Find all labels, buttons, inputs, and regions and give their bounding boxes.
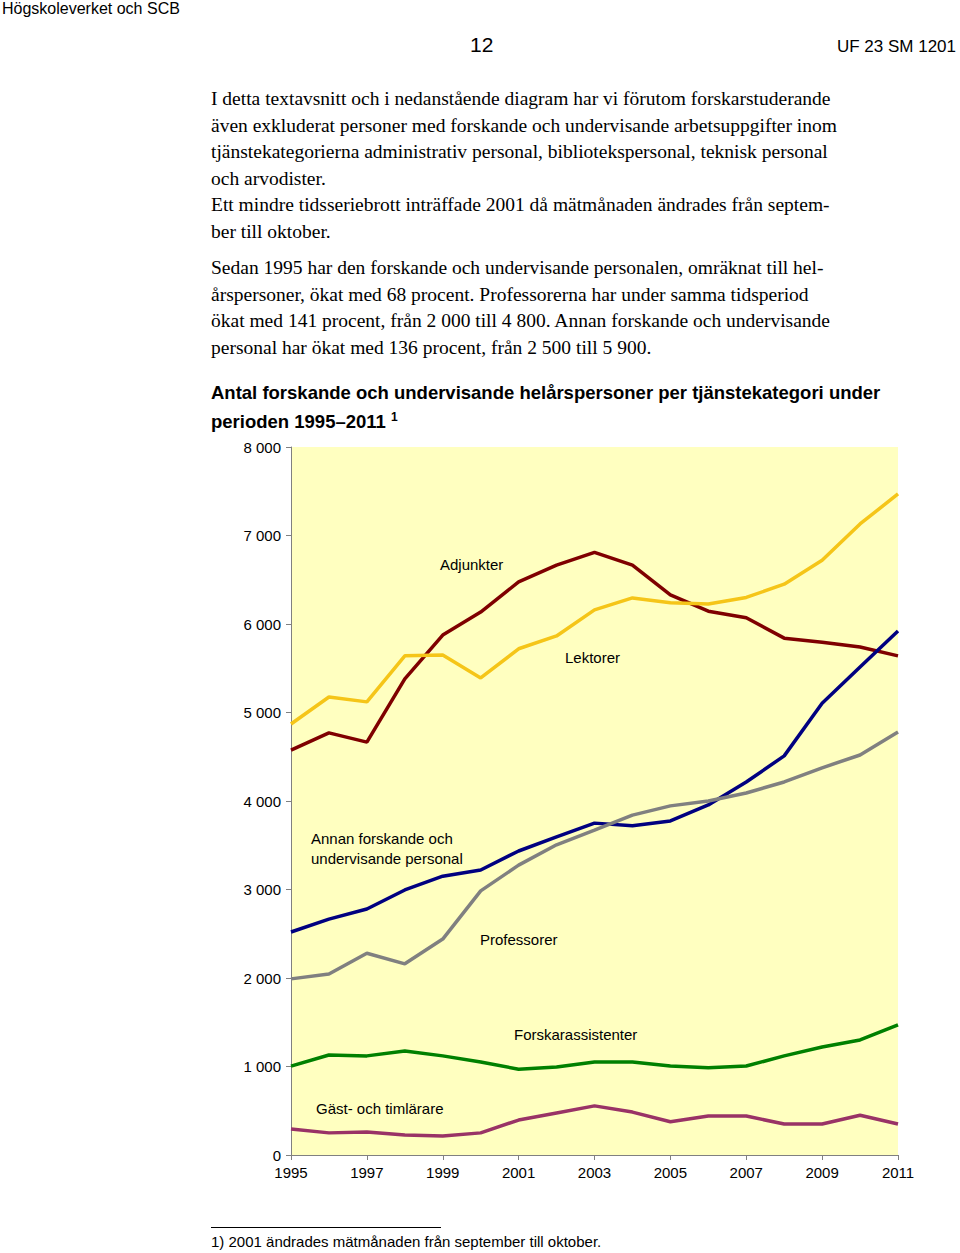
- svg-text:Forskarassistenter: Forskarassistenter: [514, 1026, 637, 1043]
- svg-text:1995: 1995: [274, 1164, 307, 1181]
- html-text:personal har ökat med 136 proc: personal har ökat med 136 procent, från …: [211, 336, 652, 358]
- html-text:1) 2001 ändrades mätmånaden fr: 1) 2001 ändrades mätmånaden från septemb…: [211, 1233, 602, 1250]
- html-text:tjänstekategorierna administra: tjänstekategorierna administrativ person…: [211, 141, 828, 162]
- html-text:I detta textavsnitt och i neda: I detta textavsnitt och i nedanstående d…: [211, 88, 831, 109]
- svg-text:2 000: 2 000: [243, 970, 281, 987]
- svg-text:2007: 2007: [730, 1164, 763, 1181]
- html-text:Ett mindre tidsseriebrott intr: Ett mindre tidsseriebrott inträffade 200…: [211, 194, 830, 215]
- svg-text:5 000: 5 000: [243, 704, 281, 721]
- html-text:ökat med 141 procent, från 2 0: ökat med 141 procent, från 2 000 till 4 …: [211, 310, 830, 331]
- svg-text:1 000: 1 000: [243, 1058, 281, 1075]
- html-text:årspersoner, ökat med 68 proce: årspersoner, ökat med 68 procent. Profes…: [211, 283, 809, 305]
- svg-text:3 000: 3 000: [243, 881, 281, 898]
- html-text:även exkluderat personer med f: även exkluderat personer med forskande o…: [211, 114, 837, 136]
- svg-text:6 000: 6 000: [243, 616, 281, 633]
- svg-text:2011: 2011: [882, 1164, 914, 1181]
- svg-text:2001: 2001: [502, 1164, 535, 1181]
- svg-text:Lektorer: Lektorer: [565, 649, 620, 666]
- html-text:UF 23 SM 1201: UF 23 SM 1201: [836, 37, 956, 56]
- svg-text:4 000: 4 000: [243, 793, 281, 810]
- svg-text:2005: 2005: [654, 1164, 687, 1181]
- svg-text:1999: 1999: [426, 1164, 459, 1181]
- svg-text:8 000: 8 000: [243, 439, 281, 456]
- svg-text:7 000: 7 000: [243, 527, 281, 544]
- html-text:Antal forskande och undervisan: Antal forskande och undervisande helårsp…: [211, 382, 881, 433]
- svg-text:1997: 1997: [350, 1164, 383, 1181]
- svg-text:undervisande personal: undervisande personal: [311, 850, 463, 867]
- html-text:ber till oktober.: ber till oktober.: [211, 220, 331, 242]
- html-text:och arvodister.: och arvodister.: [211, 167, 326, 189]
- html-text:12: 12: [470, 33, 494, 56]
- svg-text:Adjunkter: Adjunkter: [440, 556, 503, 573]
- svg-text:2009: 2009: [805, 1164, 838, 1181]
- html-text:1: 1: [391, 410, 398, 424]
- html-text:Sedan 1995 har den forskande o: Sedan 1995 har den forskande och undervi…: [211, 257, 824, 278]
- svg-text:0: 0: [273, 1147, 281, 1164]
- svg-text:Professorer: Professorer: [480, 931, 558, 948]
- svg-text:Annan forskande och: Annan forskande och: [311, 830, 457, 847]
- svg-text:2003: 2003: [578, 1164, 611, 1181]
- svg-text:Gäst- och timlärare: Gäst- och timlärare: [316, 1100, 444, 1117]
- html-text:Högskoleverket och SCB: Högskoleverket och SCB: [2, 0, 180, 17]
